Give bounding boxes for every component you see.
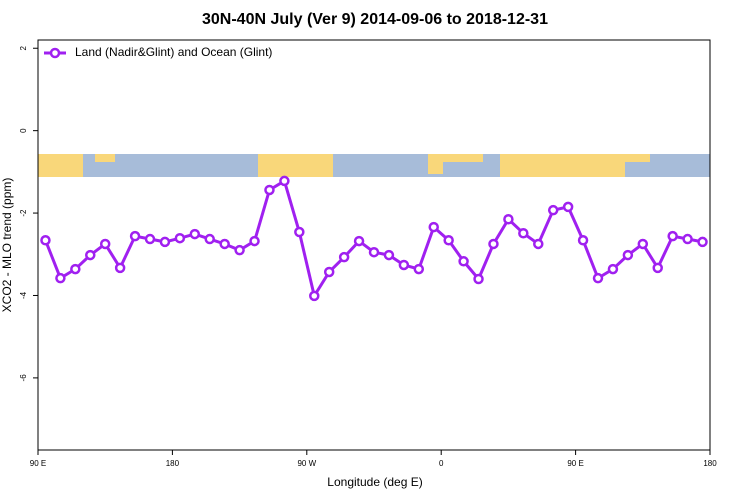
y-tick-label: -2: [19, 209, 28, 217]
chart-title: 30N-40N July (Ver 9) 2014-09-06 to 2018-…: [202, 11, 548, 28]
data-point: [533, 238, 544, 250]
data-point: [607, 263, 619, 275]
data-point: [99, 238, 111, 250]
data-point: [249, 235, 260, 247]
data-point: [667, 230, 678, 242]
x-tick-label: 0: [439, 459, 444, 468]
data-point: [518, 228, 529, 239]
data-point: [70, 263, 81, 275]
data-point: [85, 249, 96, 261]
data-point: [159, 236, 171, 248]
x-axis-label: Longitude (deg E): [327, 475, 422, 489]
data-point: [652, 262, 663, 274]
y-tick-label: -6: [19, 374, 28, 382]
y-tick-label: 0: [19, 128, 28, 133]
data-point: [264, 184, 275, 196]
legend-label: Land (Nadir&Glint) and Ocean (Glint): [75, 45, 272, 59]
data-point: [309, 290, 320, 302]
x-tick-label: 90 W: [297, 459, 316, 468]
legend-marker: [49, 47, 61, 59]
data-point: [488, 238, 499, 250]
data-point: [219, 238, 230, 250]
data-point: [204, 233, 215, 245]
data-point: [40, 235, 51, 246]
data-point: [622, 249, 634, 261]
data-point: [503, 213, 514, 225]
data-point: [443, 235, 454, 246]
data-point: [383, 249, 395, 261]
data-point: [144, 233, 156, 245]
data-point: [547, 204, 559, 216]
x-tick-label: 90 E: [567, 459, 583, 468]
data-point: [323, 266, 335, 278]
data-point: [368, 246, 380, 258]
data-line: [44, 178, 703, 300]
data-point: [294, 226, 305, 238]
data-point: [174, 232, 186, 244]
map-strip: [38, 154, 710, 177]
data-point: [682, 233, 693, 245]
data-point: [458, 256, 469, 267]
data-point: [697, 236, 708, 248]
plot-frame: [37, 39, 711, 451]
y-axis-label: XCO2 - MLO trend (ppm): [0, 178, 14, 313]
data-point: [114, 262, 126, 274]
data-point: [353, 235, 365, 247]
data-point: [562, 201, 574, 213]
data-point: [413, 263, 425, 275]
data-point: [234, 244, 245, 256]
data-point: [637, 238, 649, 250]
y-tick-label: -4: [19, 291, 28, 299]
data-point: [428, 221, 439, 233]
y-tick-label: 2: [19, 45, 28, 50]
x-tick-label: 180: [703, 459, 717, 468]
data-point: [473, 273, 484, 285]
data-point: [577, 235, 589, 246]
data-point: [279, 175, 290, 187]
data-point: [338, 251, 350, 263]
data-point: [189, 228, 201, 240]
data-point: [55, 272, 66, 284]
x-tick-label: 180: [166, 459, 180, 468]
data-point: [398, 259, 410, 271]
x-tick-label: 90 E: [30, 459, 46, 468]
data-point: [592, 272, 604, 284]
data-point: [129, 230, 141, 242]
